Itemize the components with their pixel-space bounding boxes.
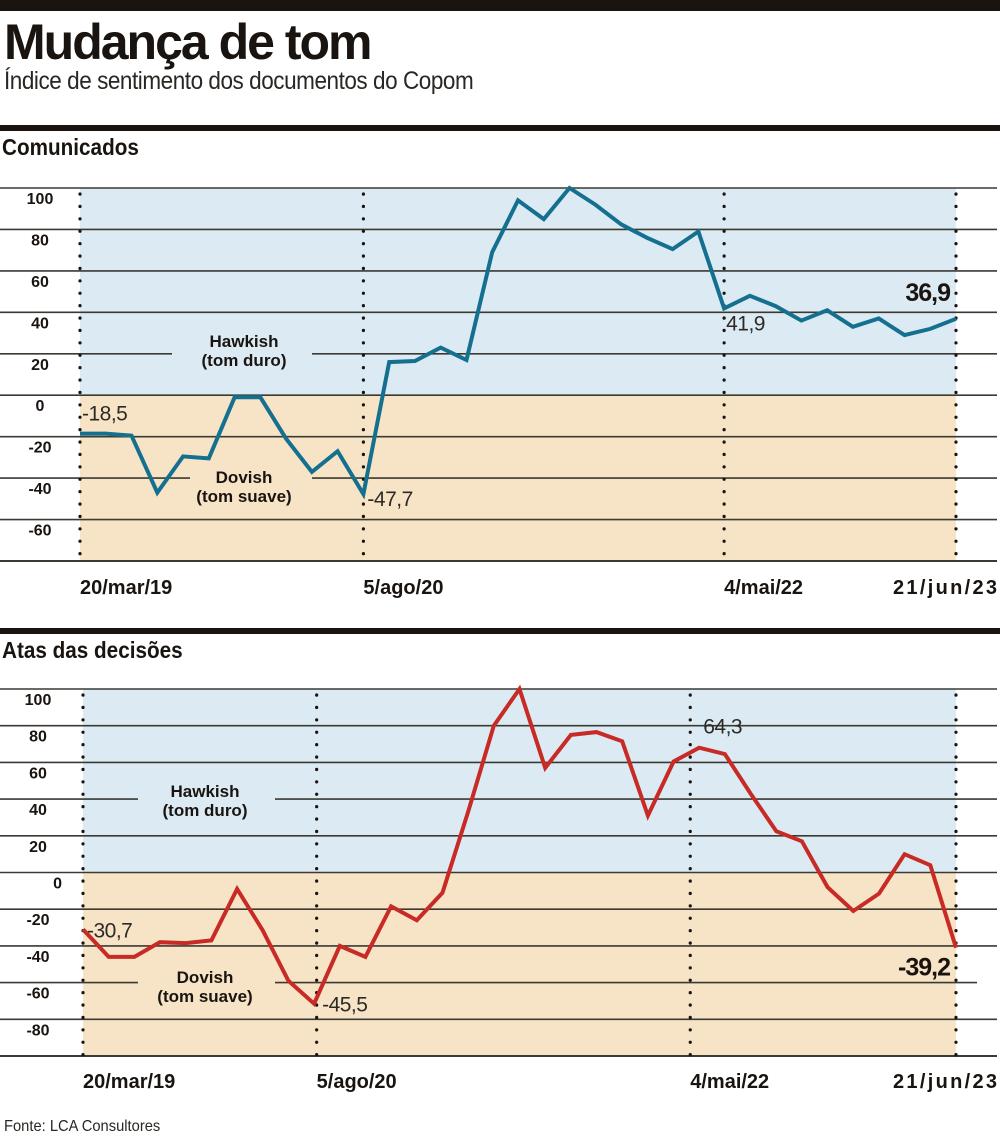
page-subtitle: Índice de sentimento dos documentos do C… — [4, 67, 474, 95]
y-tick-label: 60 — [31, 274, 49, 291]
y-tick-label: -20 — [26, 912, 49, 929]
value-annotation: 41,9 — [726, 312, 765, 335]
source-note: Fonte: LCA Consultores — [4, 1118, 161, 1135]
dovish-label-gap — [138, 979, 275, 985]
dovish-label: Dovish — [177, 968, 234, 987]
value-annotation: -39,2 — [898, 954, 950, 982]
dovish-sublabel: (tom suave) — [196, 487, 291, 506]
y-tick-label: -20 — [28, 440, 51, 457]
value-annotation: -18,5 — [82, 403, 127, 426]
y-tick-label: -60 — [28, 523, 51, 540]
hawkish-zone — [80, 188, 956, 396]
section-title-atas: Atas das decisões — [2, 637, 183, 663]
section-rule-comunicados — [0, 125, 1000, 131]
x-date-label: 4/mai/22 — [724, 577, 803, 599]
hawkish-sublabel: (tom duro) — [163, 801, 248, 820]
y-tick-label: 20 — [29, 839, 47, 856]
chart-comunicados: 100 80 60 40 20 0 -20 -40 -60 20/mar/19 5/ago/20 4/… — [0, 185, 997, 599]
value-annotation: -45,5 — [322, 994, 367, 1017]
x-date-label: 5/ago/20 — [363, 577, 443, 599]
x-date-label: 5/ago/20 — [317, 1071, 397, 1093]
y-tick-label: 40 — [31, 315, 49, 332]
value-annotation: 36,9 — [905, 279, 950, 307]
x-date-label: 21/jun/23 — [893, 577, 997, 599]
x-date-label: 4/mai/22 — [690, 1071, 769, 1093]
hawkish-zone — [83, 689, 956, 873]
dovish-zone — [83, 872, 956, 1056]
hawkish-label: Hawkish — [210, 332, 279, 351]
section-rule-atas — [0, 628, 1000, 634]
y-tick-label: 0 — [53, 876, 62, 893]
dovish-label-gap — [190, 475, 312, 481]
value-annotation: -30,7 — [87, 919, 132, 942]
x-date-label: 21/jun/23 — [893, 1071, 997, 1093]
chart-atas: 100 80 60 40 20 0 -20 -40 -60 -80 20/mar/19 5/ago/2… — [0, 684, 997, 1093]
hawkish-label-gap — [172, 350, 312, 356]
hawkish-label: Hawkish — [171, 782, 240, 801]
x-date-label: 20/mar/19 — [80, 577, 172, 599]
y-tick-label: -40 — [26, 949, 49, 966]
y-tick-label: 60 — [29, 765, 47, 782]
y-tick-label: 40 — [29, 802, 47, 819]
dovish-label: Dovish — [216, 468, 273, 487]
series-line — [80, 185, 957, 500]
section-title-comunicados: Comunicados — [2, 134, 139, 160]
page-title: Mudança de tom — [4, 14, 372, 70]
y-tick-label: -40 — [28, 481, 51, 498]
x-date-label: 20/mar/19 — [83, 1071, 175, 1093]
hawkish-sublabel: (tom duro) — [202, 351, 287, 370]
y-tick-label: 100 — [25, 692, 52, 709]
value-annotation: 64,3 — [703, 716, 742, 739]
y-tick-label: 100 — [27, 191, 54, 208]
y-tick-label: 20 — [31, 357, 49, 374]
value-annotation: -47,7 — [367, 488, 412, 511]
y-tick-label: -60 — [26, 986, 49, 1003]
y-tick-label: 80 — [29, 729, 47, 746]
y-tick-label: -80 — [26, 1022, 49, 1039]
y-tick-label: 0 — [36, 398, 45, 415]
y-tick-label: 80 — [31, 232, 49, 249]
hawkish-label-gap — [138, 796, 275, 802]
dovish-sublabel: (tom suave) — [157, 987, 252, 1006]
top-rule — [0, 0, 1000, 11]
